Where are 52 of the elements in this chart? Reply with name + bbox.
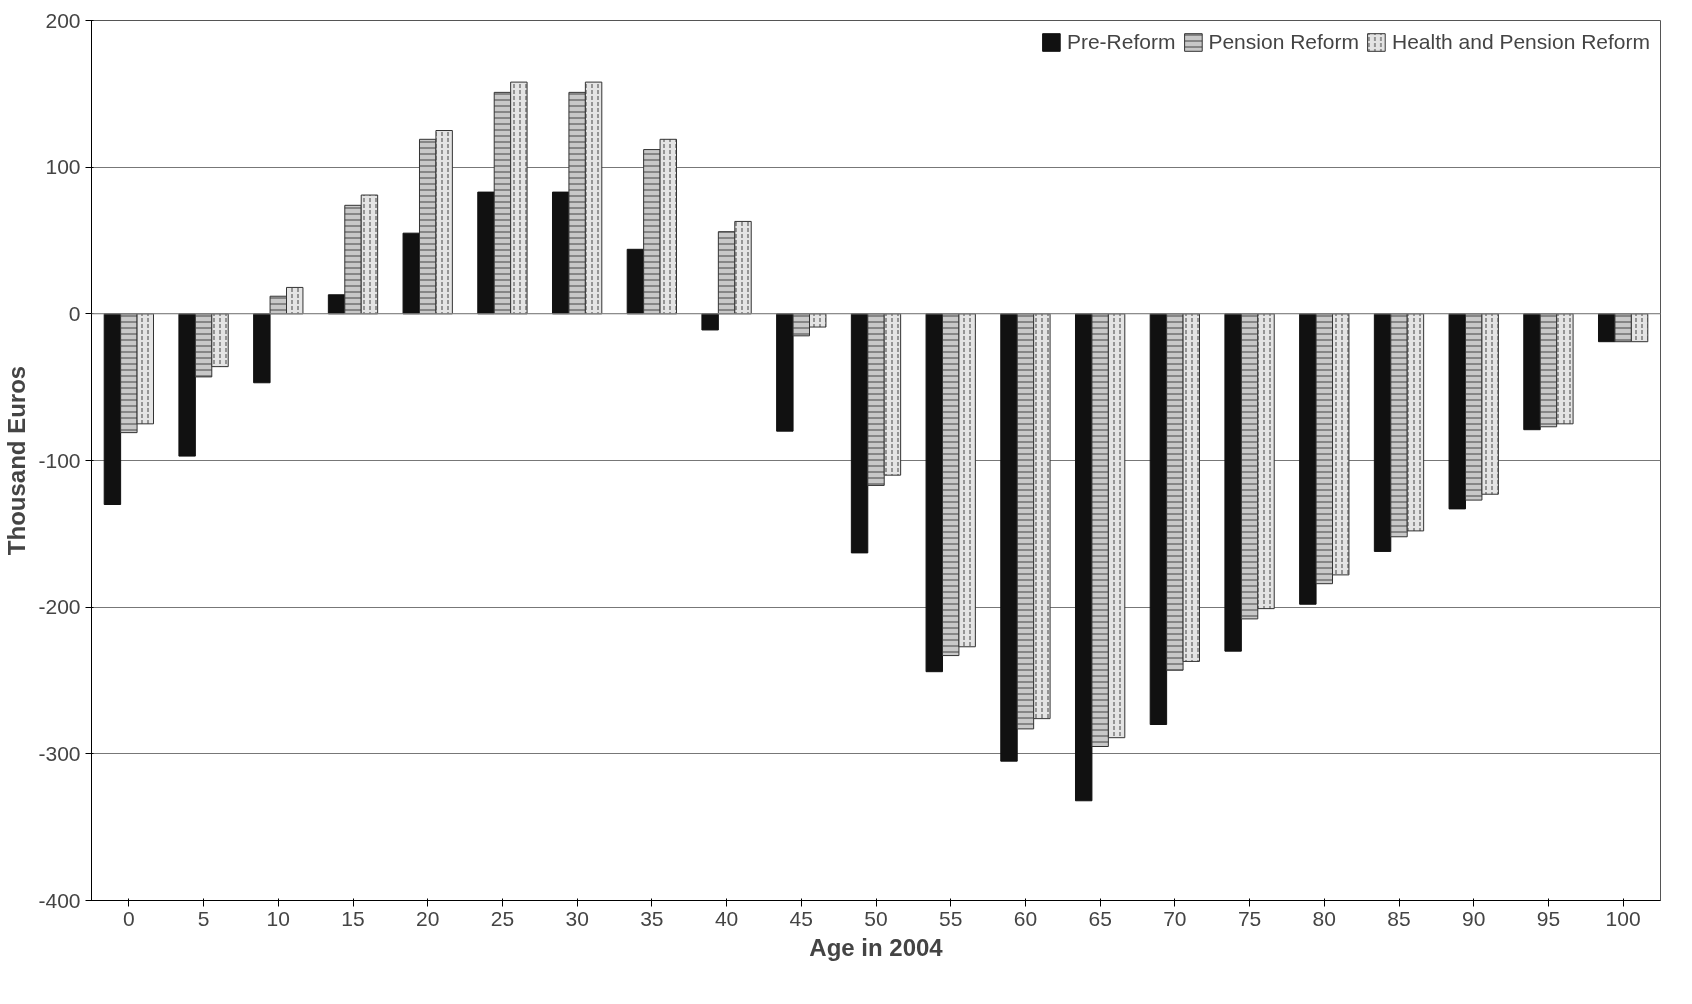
y-tick-label: -300 [38, 741, 81, 765]
x-tick-label: 70 [1163, 906, 1187, 930]
bar [1299, 313, 1317, 605]
x-tick-label: 100 [1605, 906, 1641, 930]
x-tick-label: 75 [1237, 906, 1262, 930]
y-tick-label: 100 [45, 155, 81, 179]
bar [178, 313, 196, 457]
x-tick-label: 55 [939, 906, 963, 930]
bar [103, 313, 122, 505]
y-tick-label: 200 [45, 8, 81, 32]
bar [1224, 313, 1242, 652]
x-tick-label: 10 [266, 906, 290, 930]
bar [850, 313, 869, 554]
bar [925, 313, 943, 673]
legend-label: Pension Reform [1208, 30, 1360, 54]
y-tick-label: -100 [38, 448, 81, 472]
x-tick-label: 60 [1013, 906, 1038, 930]
x-tick-label: 90 [1462, 906, 1486, 930]
bar [1373, 313, 1392, 552]
x-tick-label: 25 [490, 906, 515, 930]
x-tick-label: 40 [714, 906, 739, 930]
x-tick-label: 45 [789, 906, 813, 930]
bar [776, 313, 794, 432]
legend-label: Health and Pension Reform [1392, 30, 1650, 54]
bar [477, 191, 495, 315]
bar [402, 232, 420, 315]
bar [626, 248, 645, 315]
bar [701, 313, 719, 331]
bar [1074, 313, 1093, 802]
x-tick-label: 85 [1387, 906, 1411, 930]
bar [1448, 313, 1466, 510]
x-tick-label: 35 [640, 906, 664, 930]
bar [253, 313, 271, 384]
x-axis-title: Age in 2004 [809, 933, 944, 961]
x-tick-label: 20 [416, 906, 440, 930]
y-tick-label: -400 [38, 888, 81, 912]
x-tick-label: 15 [341, 906, 365, 930]
bar [1000, 313, 1018, 762]
bar [1149, 313, 1168, 725]
x-tick-label: 5 [197, 906, 210, 930]
x-tick-label: 95 [1536, 906, 1561, 930]
x-tick-label: 30 [565, 906, 589, 930]
x-tick-label: 80 [1312, 906, 1336, 930]
y-axis-title: Thousand Euros [3, 365, 31, 556]
x-tick-label: 65 [1088, 906, 1112, 930]
x-tick-label: 0 [123, 906, 135, 930]
legend-label: Pre-Reform [1066, 30, 1176, 54]
y-tick-label: 0 [68, 301, 81, 325]
bar [551, 191, 570, 315]
y-tick-label: -200 [38, 595, 81, 619]
bar [1523, 313, 1541, 431]
x-tick-label: 50 [864, 906, 888, 930]
